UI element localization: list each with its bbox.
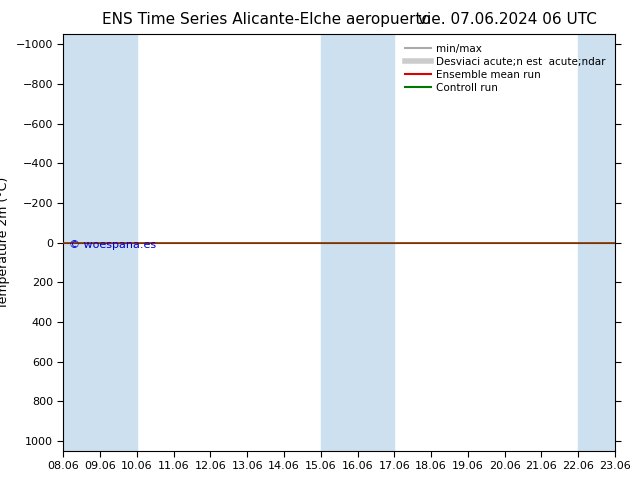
Bar [100,34,137,451]
Bar [321,34,358,451]
Y-axis label: Temperature 2m (°C): Temperature 2m (°C) [0,176,10,309]
Bar [63,34,100,451]
Bar [578,34,615,451]
Bar [358,34,394,451]
Text: vie. 07.06.2024 06 UTC: vie. 07.06.2024 06 UTC [418,12,597,27]
Text: ENS Time Series Alicante-Elche aeropuerto: ENS Time Series Alicante-Elche aeropuert… [102,12,430,27]
Legend: min/max, Desviaci acute;n est  acute;ndar, Ensemble mean run, Controll run: min/max, Desviaci acute;n est acute;ndar… [401,40,610,97]
Text: © woespana.es: © woespana.es [69,241,156,250]
